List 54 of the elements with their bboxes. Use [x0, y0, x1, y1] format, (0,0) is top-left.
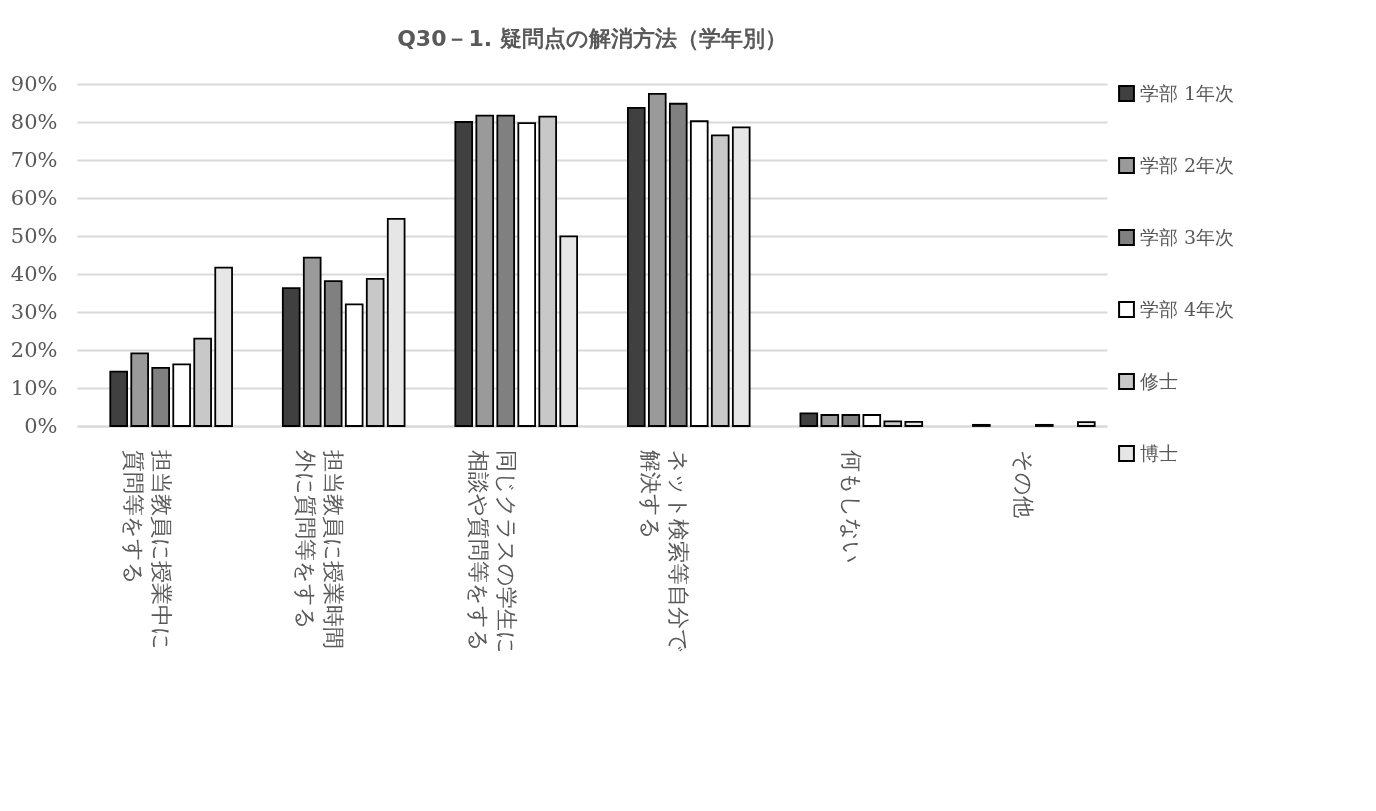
legend-label: 学部 4年次	[1140, 297, 1235, 320]
bar	[475, 114, 495, 427]
bar	[323, 280, 343, 427]
bar	[883, 420, 903, 427]
x-tick-label: 何もしない	[838, 450, 864, 564]
bar	[454, 121, 474, 427]
x-tick-label: その他	[1011, 450, 1037, 518]
y-tick-label: 80%	[10, 109, 58, 134]
bar	[496, 114, 516, 427]
y-tick-label: 20%	[10, 337, 58, 362]
bar	[302, 256, 322, 427]
bar	[904, 420, 924, 427]
legend-label: 修士	[1140, 369, 1178, 392]
x-tick-label: 担当教員に授業時間外に質問等をする	[293, 450, 347, 649]
bar	[841, 414, 861, 427]
bar	[109, 370, 128, 427]
bar	[689, 120, 709, 427]
bar	[626, 107, 646, 427]
bar	[130, 352, 149, 427]
bar	[1077, 421, 1096, 427]
bar	[214, 266, 233, 427]
y-tick-label: 40%	[10, 261, 58, 286]
x-tick-label: 同じクラスの学生に相談や質問等をする	[465, 450, 519, 654]
legend-label: 学部 2年次	[1140, 153, 1235, 176]
bar	[517, 122, 537, 427]
legend-label: 学部 1年次	[1140, 81, 1235, 104]
legend-label: 博士	[1140, 441, 1178, 464]
bar	[365, 278, 385, 427]
bar	[151, 366, 170, 427]
y-tick-label: 30%	[10, 299, 58, 324]
y-tick-label: 0%	[24, 413, 58, 438]
bar	[862, 414, 882, 427]
legend-label: 学部 3年次	[1140, 225, 1235, 248]
bar	[344, 303, 364, 427]
y-tick-label: 90%	[10, 71, 58, 96]
x-tick-label: 担当教員に授業中に質問等をする	[120, 450, 174, 650]
bar	[731, 126, 751, 427]
bar	[647, 92, 667, 427]
bar	[559, 235, 578, 427]
bar	[281, 287, 301, 427]
y-tick-label: 50%	[10, 223, 58, 248]
bar	[193, 337, 212, 427]
x-tick-label: ネット検索等自分で解決する	[638, 450, 692, 652]
bar	[386, 218, 406, 427]
bar	[799, 412, 819, 427]
bar	[538, 115, 558, 427]
chart-title: Q30－1. 疑問点の解消方法（学年別）	[397, 26, 787, 51]
y-tick-label: 70%	[10, 147, 58, 172]
bar	[668, 102, 688, 427]
bar	[710, 134, 730, 427]
bar	[172, 363, 191, 427]
bar	[820, 414, 840, 427]
y-tick-label: 60%	[10, 185, 58, 210]
y-tick-label: 10%	[10, 375, 58, 400]
